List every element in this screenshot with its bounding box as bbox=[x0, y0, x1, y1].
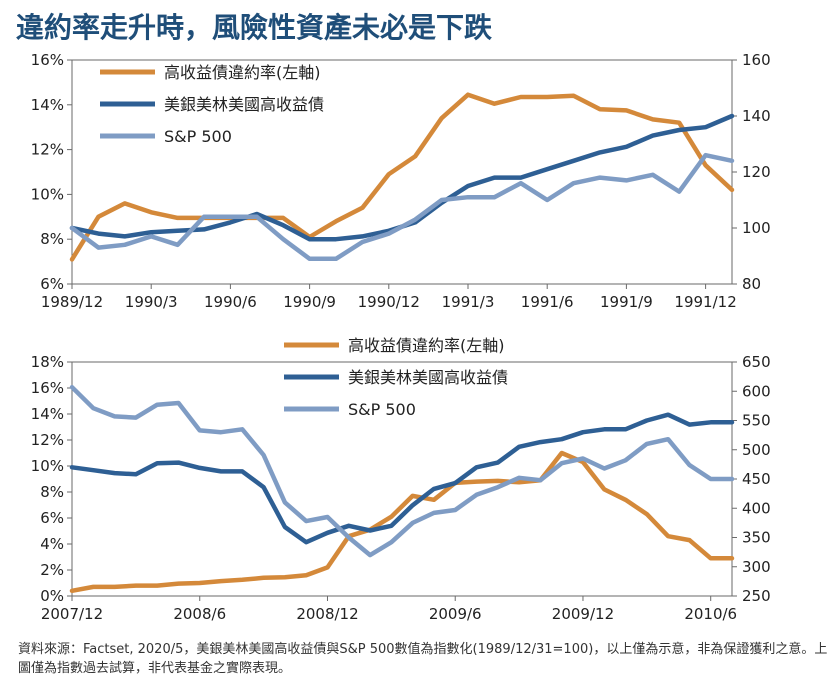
x-tick-label: 1991/9 bbox=[600, 293, 653, 311]
y-right-tick-label: 350 bbox=[742, 529, 771, 547]
y-left-tick-label: 14% bbox=[31, 96, 64, 114]
legend-label-1: 高收益債違約率(左軸) bbox=[164, 63, 321, 82]
legend-label-2: 美銀美林美國高收益債 bbox=[164, 95, 324, 114]
y-right-tick-label: 100 bbox=[742, 219, 771, 237]
y-left-tick-label: 4% bbox=[40, 535, 64, 553]
y-right-tick-label: 80 bbox=[742, 275, 761, 293]
y-right-tick-label: 600 bbox=[742, 382, 771, 400]
y-right-tick-label: 160 bbox=[742, 51, 771, 69]
x-tick-label: 1991/6 bbox=[521, 293, 574, 311]
y-left-tick-label: 14% bbox=[31, 405, 64, 423]
x-tick-label: 2010/6 bbox=[684, 605, 737, 623]
y-left-tick-label: 10% bbox=[31, 457, 64, 475]
plot-frame bbox=[71, 59, 733, 285]
y-right-tick-label: 650 bbox=[742, 353, 771, 371]
x-tick-label: 2007/12 bbox=[41, 605, 103, 623]
y-left-tick-label: 8% bbox=[40, 230, 64, 248]
y-left-tick-label: 12% bbox=[31, 431, 64, 449]
x-tick-label: 1990/3 bbox=[125, 293, 178, 311]
x-tick-label: 2008/12 bbox=[296, 605, 358, 623]
y-left-tick-label: 0% bbox=[40, 587, 64, 605]
y-left-tick-label: 16% bbox=[31, 379, 64, 397]
x-tick-label: 2008/6 bbox=[173, 605, 226, 623]
x-tick-label: 2009/12 bbox=[552, 605, 614, 623]
series-line-3 bbox=[69, 384, 735, 558]
legend-label-3: S&P 500 bbox=[348, 400, 416, 419]
page-title: 違約率走升時，風險性資產未必是下跌 bbox=[16, 11, 493, 44]
y-left-tick-label: 10% bbox=[31, 185, 64, 203]
y-left-tick-label: 6% bbox=[40, 275, 64, 293]
y-right-tick-label: 140 bbox=[742, 107, 771, 125]
y-left-tick-label: 2% bbox=[40, 561, 64, 579]
x-tick-label: 1990/9 bbox=[283, 293, 336, 311]
series-line-1 bbox=[69, 92, 735, 262]
series-line-2 bbox=[69, 412, 735, 545]
legend-label-1: 高收益債違約率(左軸) bbox=[348, 336, 505, 355]
y-left-tick-label: 6% bbox=[40, 509, 64, 527]
y-right-tick-label: 250 bbox=[742, 587, 771, 605]
y-right-tick-label: 400 bbox=[742, 499, 771, 517]
chart-bottom: 0% 2% 4% 6% 8% 10% 12% 14% 16% 18% 250 300 350 400 450… bbox=[31, 336, 771, 623]
x-tick-label: 1990/6 bbox=[204, 293, 257, 311]
y-right-tick-label: 300 bbox=[742, 558, 771, 576]
x-tick-label: 1991/3 bbox=[442, 293, 495, 311]
y-left-tick-label: 18% bbox=[31, 353, 64, 371]
y-left-tick-label: 12% bbox=[31, 141, 64, 159]
chart-top: 6% 8% 10% 12% 14% 16% 80 100 120 140 160 1989/12 199… bbox=[31, 51, 771, 311]
legend-label-2: 美銀美林美國高收益債 bbox=[348, 368, 508, 387]
y-left-tick-label: 16% bbox=[31, 51, 64, 69]
x-tick-label: 1990/12 bbox=[358, 293, 420, 311]
series-line-3 bbox=[69, 152, 735, 262]
x-tick-label: 1991/12 bbox=[674, 293, 736, 311]
y-right-tick-label: 450 bbox=[742, 470, 771, 488]
y-left-tick-label: 8% bbox=[40, 483, 64, 501]
series-line-1 bbox=[69, 450, 735, 594]
y-right-tick-label: 500 bbox=[742, 441, 771, 459]
x-tick-label: 2009/6 bbox=[429, 605, 482, 623]
source-note: 資料來源：Factset, 2020/5，美銀美林美國高收益債與S&P 500數… bbox=[18, 642, 828, 676]
x-tick-label: 1989/12 bbox=[41, 293, 103, 311]
y-right-tick-label: 550 bbox=[742, 412, 771, 430]
plot-frame bbox=[71, 361, 733, 597]
y-right-tick-label: 120 bbox=[742, 163, 771, 181]
legend-label-3: S&P 500 bbox=[164, 127, 232, 146]
